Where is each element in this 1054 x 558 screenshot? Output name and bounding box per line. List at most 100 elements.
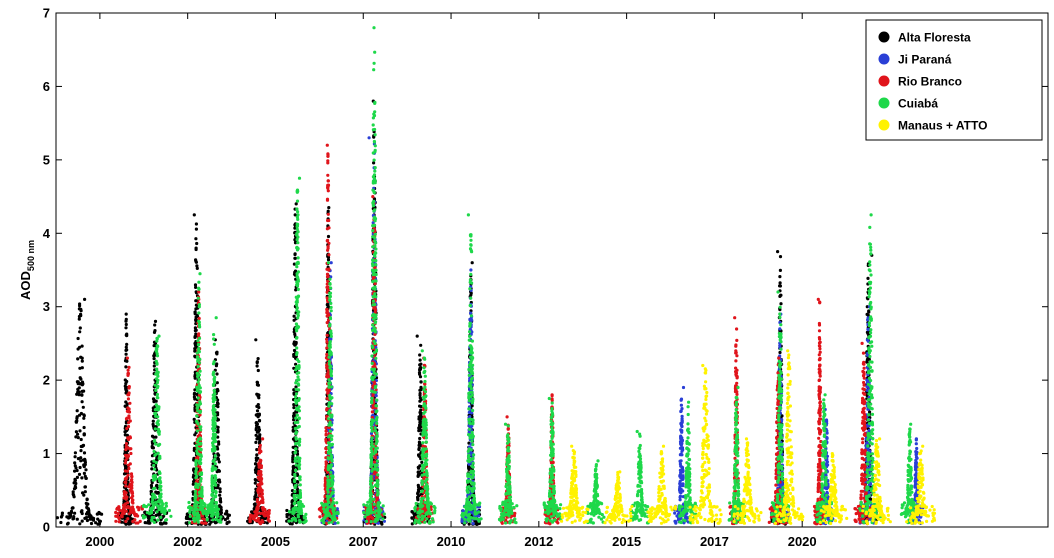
data-point [778,255,783,259]
data-point [915,450,919,454]
data-point [470,411,474,415]
data-point [125,342,129,346]
data-point [80,393,84,397]
data-point [866,276,870,280]
data-point [250,510,254,514]
data-point [192,467,196,471]
data-points-layer [55,26,937,527]
data-point [191,482,195,486]
data-point [776,250,780,254]
data-point [116,511,120,516]
data-point [95,512,99,516]
data-point [74,481,78,486]
data-point [418,388,422,392]
data-point [75,415,79,419]
data-point [193,397,197,401]
data-point [82,416,86,420]
data-point [125,379,129,384]
data-point [778,268,783,272]
data-point [226,516,230,520]
data-point [379,520,384,524]
data-point [329,376,333,381]
data-point [254,478,258,482]
data-point [215,372,219,376]
data-point [73,484,77,488]
data-point [292,418,296,422]
data-point [73,469,77,473]
data-point [218,493,222,497]
data-point [868,410,872,414]
data-point [255,381,260,385]
data-point [117,520,121,524]
data-point [258,433,262,437]
data-point [154,458,158,462]
data-point [126,397,130,401]
data-point [156,512,160,517]
data-point [213,521,218,525]
data-point [293,256,297,260]
data-point [417,453,421,457]
data-point [914,442,918,446]
data-point [680,430,684,434]
data-point [681,469,685,473]
data-point [679,471,683,475]
data-point [125,402,129,406]
data-point [151,424,156,428]
data-point [285,508,289,513]
data-point [79,309,83,313]
data-point [84,468,88,472]
data-point [680,417,684,421]
data-point [257,425,261,429]
data-point [296,480,300,484]
data-point [186,514,190,518]
data-point [254,470,258,474]
data-point [673,511,677,515]
data-point [257,501,261,505]
data-point [127,421,131,425]
data-point [825,436,829,440]
data-point [114,519,118,523]
data-point [254,433,258,437]
data-point [290,522,294,526]
data-point [126,437,131,442]
data-point [376,521,380,525]
data-point [96,517,100,521]
data-point [256,383,260,387]
data-point [124,480,128,485]
data-point [117,505,121,509]
data-point [866,313,870,317]
data-point [417,415,421,419]
data-point [267,519,271,523]
data-point [94,521,98,525]
data-point [79,510,83,514]
data-point [79,444,83,449]
data-point [914,471,918,476]
data-point [75,468,79,473]
data-point [255,392,259,396]
data-point [326,161,330,165]
data-point [418,375,423,379]
data-point [329,355,333,359]
data-point [293,252,297,256]
data-point [294,202,298,206]
data-point [216,456,220,460]
data-point [127,519,131,523]
data-point [257,418,262,423]
data-point [85,498,89,502]
data-point [70,506,74,510]
data-point [418,393,422,397]
data-point [73,511,77,515]
data-point [126,453,130,457]
data-point [82,471,86,475]
data-point [329,261,333,265]
data-point [260,519,264,523]
data-point [82,414,86,418]
data-point [198,433,202,437]
data-point [327,388,331,392]
data-point [78,366,82,370]
data-point [79,314,83,318]
data-point [126,373,130,377]
data-point [326,173,330,177]
data-point [869,497,873,501]
